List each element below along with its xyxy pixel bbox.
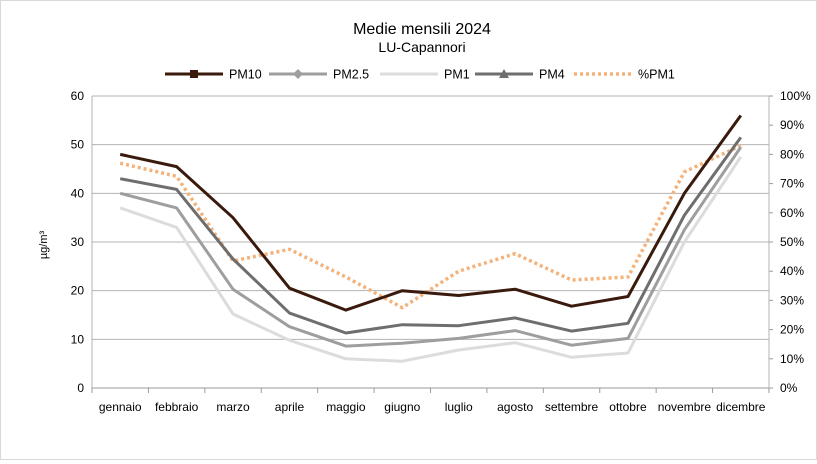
series-line-pm25 [119, 146, 743, 348]
y-tick-label: 30 [71, 235, 85, 249]
legend-label: %PM1 [638, 68, 675, 82]
legend-item-pm1: %PM1 [574, 68, 675, 82]
y2-tick-label: 0% [780, 381, 798, 395]
x-tick-label: novembre [658, 400, 712, 414]
chart-subtitle: LU-Capannori [378, 39, 465, 55]
legend-label: PM2.5 [333, 68, 369, 82]
legend-label: PM4 [539, 68, 565, 82]
chart-title: Medie mensili 2024 [353, 21, 491, 38]
legend-item-pm1: PM1 [380, 68, 470, 82]
legend-item-pm4: PM4 [475, 68, 565, 82]
series-line-pm10 [119, 114, 743, 312]
y-tick-label: 60 [71, 89, 85, 103]
y2-tick-label: 50% [780, 235, 804, 249]
grid [92, 95, 769, 389]
legend-marker [499, 69, 509, 78]
y2-tick-label: 40% [780, 264, 804, 278]
legend-marker [190, 70, 198, 78]
x-tick-label: agosto [497, 400, 533, 414]
x-tick-label: marzo [216, 400, 250, 414]
y-tick-label: 10 [71, 332, 85, 346]
y2-tick-label: 70% [780, 177, 804, 191]
axes: 0 10 20 30 40 50 60 0% 10% 20% 30% 40% 50% 60% 70% 80% 9… [71, 89, 811, 414]
legend-label: PM1 [444, 68, 470, 82]
x-tick-label: dicembre [716, 400, 766, 414]
y2-tick-label: 90% [780, 118, 804, 132]
y2-tick-label: 100% [780, 89, 811, 103]
x-tick-label: aprile [275, 400, 305, 414]
y-tick-label: 40 [71, 186, 85, 200]
y-tick-label: 0 [77, 381, 84, 395]
series-line-pm1 [119, 155, 743, 363]
y-tick-label: 50 [71, 138, 85, 152]
y2-tick-label: 60% [780, 206, 804, 220]
x-tick-label: gennaio [99, 400, 142, 414]
y2-tick-label: 30% [780, 293, 804, 307]
legend-label: PM10 [229, 68, 262, 82]
x-tick-label: maggio [326, 400, 366, 414]
legend-item-pm10: PM10 [165, 68, 262, 82]
series [119, 114, 743, 363]
y-tick-label: 20 [71, 284, 85, 298]
x-tick-label: giugno [384, 400, 420, 414]
x-tick-label: settembre [545, 400, 599, 414]
y2-tick-label: 10% [780, 352, 804, 366]
x-tick-label: febbraio [155, 400, 199, 414]
y2-tick-label: 20% [780, 323, 804, 337]
legend-item-pm25: PM2.5 [269, 68, 369, 82]
x-tick-label: ottobre [609, 400, 647, 414]
legend-marker [293, 69, 303, 79]
y2-tick-label: 80% [780, 147, 804, 161]
x-tick-label: luglio [445, 400, 473, 414]
y-axis-label: µg/m³ [38, 230, 50, 259]
series-line-pm4 [119, 136, 743, 335]
legend: PM10 PM2.5 PM1 PM4 %PM1 [165, 68, 675, 82]
